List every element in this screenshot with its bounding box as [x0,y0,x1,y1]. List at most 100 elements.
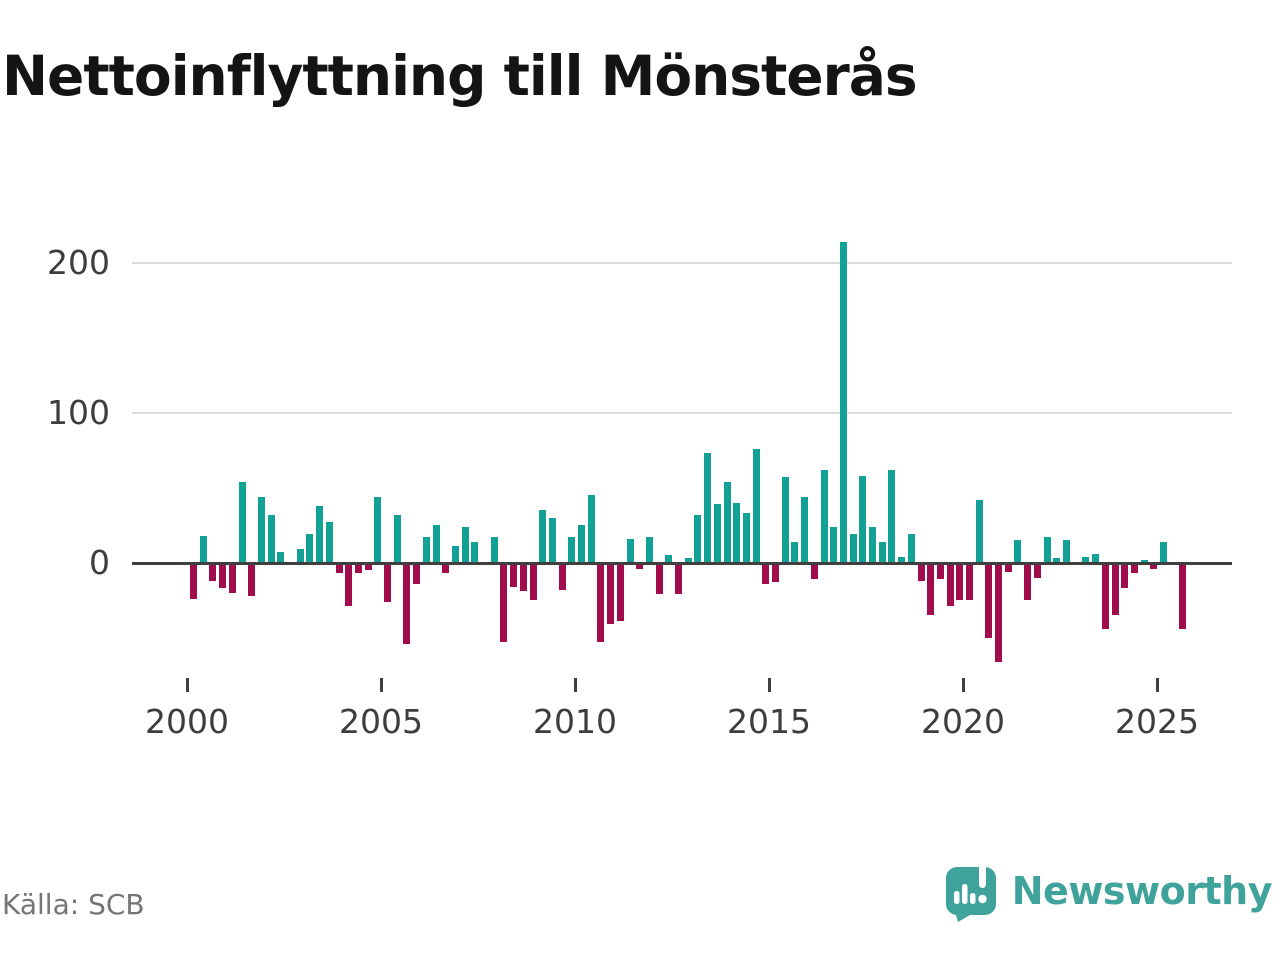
bar-quarter-2004q2 [355,564,362,573]
source-caption: Källa: SCB [2,888,145,921]
bar-quarter-2003q3 [326,522,333,563]
bar-quarter-2007q1 [462,527,469,563]
bar-quarter-2013q3 [714,504,721,563]
bar-quarter-2024q4 [1150,564,1157,569]
bar-quarter-2018q3 [908,534,915,563]
bar-quarter-2022q2 [1053,558,1060,563]
bar-quarter-2016q2 [821,470,828,563]
bar-quarter-2006q4 [452,546,459,563]
bar-quarter-2018q2 [898,557,905,563]
bar-quarter-2003q2 [316,506,323,563]
bar-quarter-2018q4 [918,564,925,581]
bar-quarter-2009q2 [549,518,556,563]
bar-quarter-2023q2 [1092,554,1099,563]
chart-title: Nettoinflyttning till Mönsterås [2,44,918,108]
y-axis-tick-label: 200 [47,243,110,282]
bar-quarter-2001q2 [239,482,246,563]
bar-quarter-2011q2 [627,539,634,563]
bar-quarter-2002q2 [277,552,284,563]
x-axis-tick-2000 [185,678,189,692]
bar-quarter-2005q2 [394,515,401,563]
bar-quarter-2007q2 [471,542,478,563]
bar-quarter-2001q1 [229,564,236,593]
bar-quarter-2024q3 [1141,560,1148,563]
bar-quarter-2008q4 [530,564,537,600]
y-axis-tick-label: 0 [89,543,110,582]
x-axis-tick-2025 [1155,678,1159,692]
bar-quarter-2001q4 [258,497,265,563]
bar-quarter-2019q1 [927,564,934,615]
bar-quarter-2001q3 [248,564,255,596]
bar-quarter-2010q3 [597,564,604,642]
bar-quarter-2008q1 [500,564,507,642]
bar-quarter-2005q4 [413,564,420,584]
gridline-100 [132,412,1232,414]
x-axis-tick-2010 [573,678,577,692]
bar-quarter-2017q2 [859,476,866,563]
bar-quarter-2019q4 [956,564,963,600]
bar-quarter-2006q1 [423,537,430,563]
bar-quarter-2015q3 [791,542,798,563]
bar-quarter-2024q2 [1131,564,1138,573]
bar-quarter-2000q3 [209,564,216,581]
bar-quarter-2012q2 [665,555,672,563]
bar-quarter-2018q1 [888,470,895,563]
bar-quarter-2023q3 [1102,564,1109,629]
bar-quarter-2017q1 [850,534,857,563]
bar-quarter-2016q3 [830,527,837,563]
bar-quarter-2004q1 [345,564,352,606]
bar-quarter-2011q4 [646,537,653,563]
bar-quarter-2021q3 [1024,564,1031,600]
bar-quarter-2020q2 [976,500,983,563]
x-axis-tick-label: 2005 [339,702,423,741]
bar-quarter-2015q1 [772,564,779,582]
bar-quarter-2022q1 [1044,537,1051,563]
bar-quarter-2014q3 [753,449,760,563]
bar-quarter-2006q3 [442,564,449,573]
x-axis-tick-label: 2010 [533,702,617,741]
bar-quarter-2011q3 [636,564,643,569]
bar-quarter-2004q3 [365,564,372,570]
bar-quarter-2006q2 [433,525,440,563]
bar-quarter-2009q3 [559,564,566,590]
bar-quarter-2014q2 [743,513,750,563]
bar-quarter-2000q4 [219,564,226,588]
bar-quarter-2021q1 [1005,564,1012,572]
bar-quarter-2009q4 [568,537,575,563]
bar-chart-speech-bubble-icon [945,862,996,922]
bar-quarter-2000q2 [200,536,207,563]
bar-quarter-2000q1 [190,564,197,599]
bar-quarter-2010q4 [607,564,614,624]
bar-quarter-2010q1 [578,525,585,563]
x-axis-tick-label: 2025 [1115,702,1199,741]
bar-quarter-2016q1 [811,564,818,579]
bar-quarter-2024q1 [1121,564,1128,588]
bar-quarter-2025q1 [1160,542,1167,563]
bar-quarter-2012q4 [685,558,692,563]
bar-quarter-2017q4 [879,542,886,563]
bar-quarter-2019q3 [947,564,954,606]
bar-quarter-2012q3 [675,564,682,594]
bar-quarter-2020q4 [995,564,1002,662]
bar-quarter-2015q4 [801,497,808,563]
x-axis-tick-2005 [379,678,383,692]
x-axis-tick-2015 [767,678,771,692]
bar-quarter-2021q2 [1014,540,1021,563]
brand-logo: Newsworthy [944,860,1273,922]
bar-quarter-2013q2 [704,453,711,563]
bar-quarter-2002q4 [297,549,304,563]
bar-quarter-2017q3 [869,527,876,563]
bar-quarter-2008q3 [520,564,527,591]
bar-quarter-2011q1 [617,564,624,621]
bar-quarter-2019q2 [937,564,944,579]
x-axis-tick-2020 [961,678,965,692]
bar-quarter-2013q4 [724,482,731,563]
bar-quarter-2016q4 [840,242,847,563]
x-axis-tick-label: 2020 [921,702,1005,741]
bar-quarter-2020q3 [985,564,992,638]
bar-quarter-2023q1 [1082,557,1089,563]
x-axis-tick-label: 2015 [727,702,811,741]
bar-quarter-2003q4 [336,564,343,573]
bar-quarter-2008q2 [510,564,517,587]
bar-quarter-2013q1 [694,515,701,563]
